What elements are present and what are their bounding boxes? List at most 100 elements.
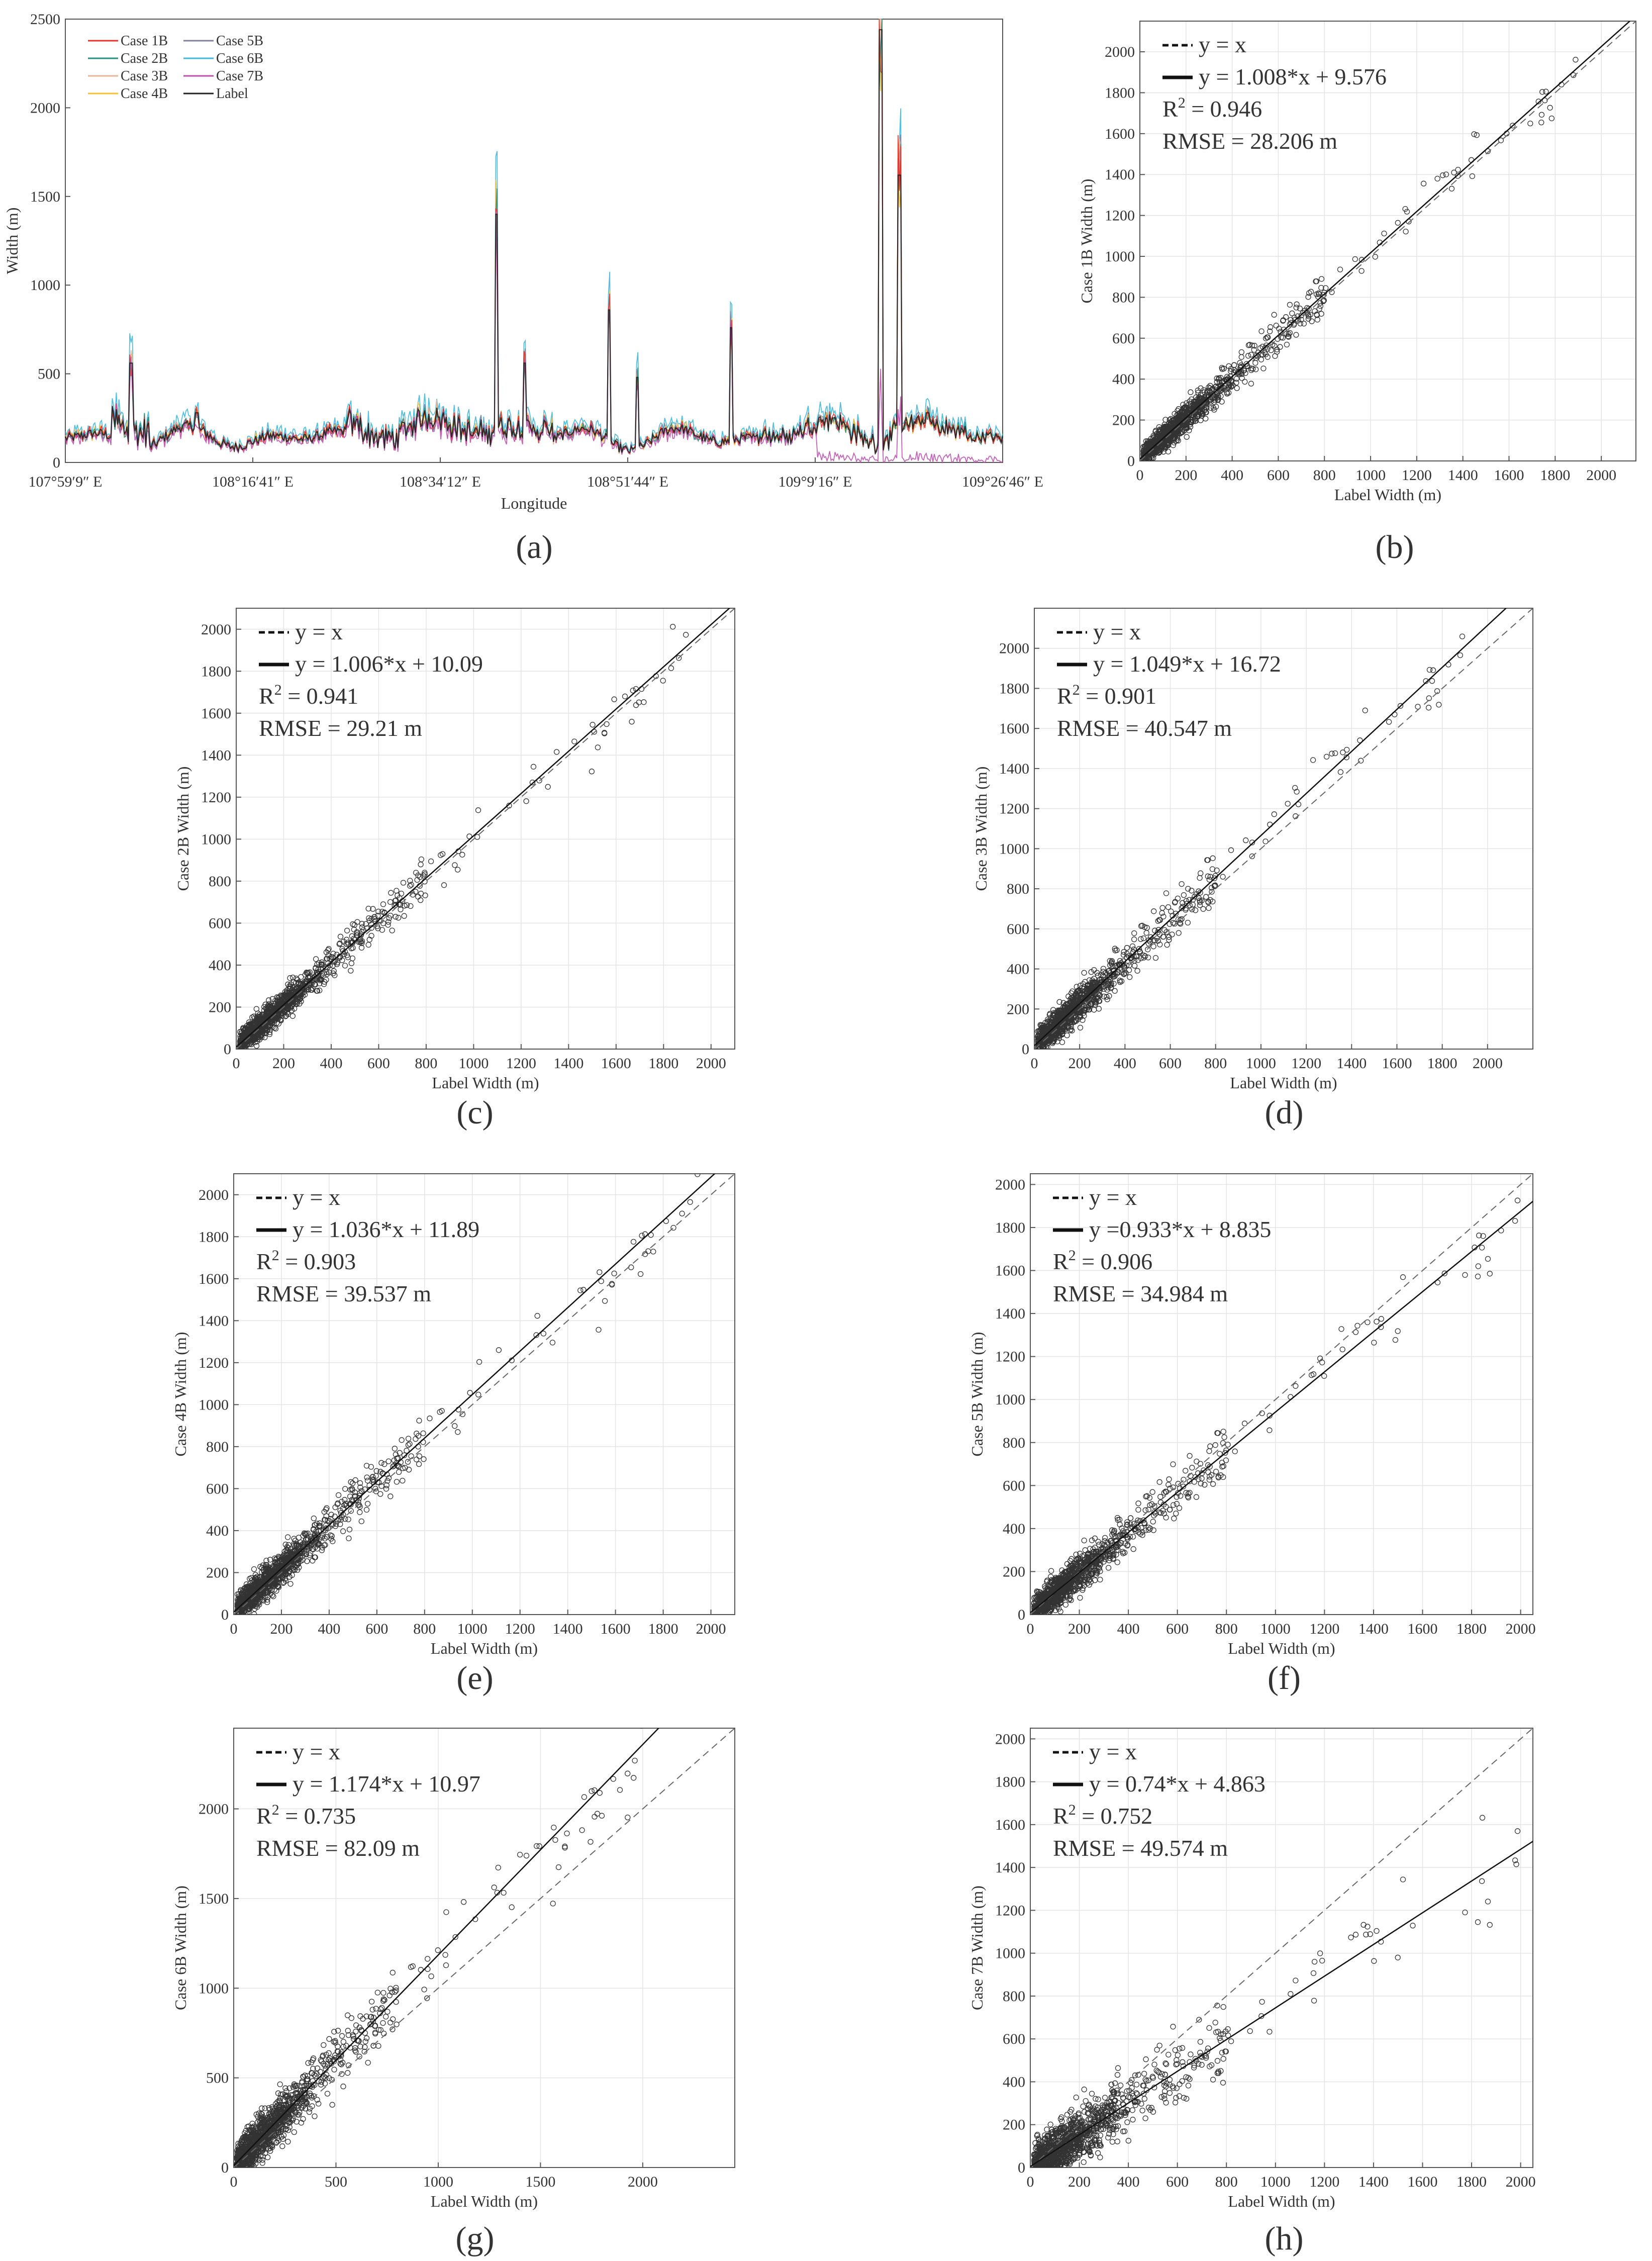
scatter-point [630, 687, 636, 694]
scatter-point [321, 981, 327, 987]
scatter-point [392, 903, 398, 909]
scatter-point [1101, 974, 1107, 980]
scatter-point [1268, 324, 1274, 330]
scatter-point [408, 903, 414, 909]
scatter-point [642, 1251, 648, 1257]
scatter-point [1271, 811, 1277, 817]
x-tick-label: 1800 [1456, 1621, 1487, 1637]
scatter-point [1265, 346, 1271, 352]
scatter-point [1100, 984, 1106, 990]
scatter-point [1185, 886, 1191, 892]
scatter-point [385, 1458, 392, 1464]
scatter-point [399, 1437, 405, 1443]
scatter-point [1090, 979, 1096, 985]
scatter-point [1189, 888, 1195, 894]
scatter-point [1087, 1001, 1093, 1007]
y-tick-label: 2000 [1105, 44, 1135, 60]
x-tick-label: 200 [1068, 1055, 1091, 1072]
scatter-point [236, 1604, 242, 1610]
x-tick-label: 1600 [601, 1621, 631, 1637]
scatter-point [1276, 326, 1282, 332]
scatter-point [328, 1536, 334, 1542]
scatter-point [1224, 373, 1230, 380]
fit-line [1140, 21, 1631, 460]
scatter-point [385, 919, 392, 925]
scatter-point [243, 1593, 249, 1599]
scatter-point [327, 956, 333, 962]
y-axis-title: Case 4B Width (m) [171, 1332, 189, 1457]
scatter-point [236, 1593, 242, 1599]
scatter-point [387, 912, 394, 919]
scatter-point [1138, 955, 1144, 961]
scatter-point [381, 1461, 387, 1467]
scatter-point [264, 1009, 270, 1015]
x-tick-label: 600 [365, 1621, 388, 1637]
scatter-point [263, 1557, 269, 1564]
scatter-point [303, 1551, 309, 1558]
scatter-point [1108, 984, 1114, 990]
scatter-point [1152, 1511, 1158, 1517]
scatter-point [1043, 1032, 1049, 1039]
scatter-point [1262, 838, 1269, 844]
scatter-points [1035, 633, 1466, 1049]
scatter-point [1448, 185, 1455, 192]
scatter-point [387, 899, 394, 905]
scatter-point [682, 1160, 687, 1165]
x-tick-label: 1400 [1336, 1055, 1367, 1072]
scatter-point [1174, 438, 1180, 444]
x-tick-label: 1000 [1246, 1055, 1276, 1072]
scatter-point [1498, 137, 1504, 143]
scatter-point [1222, 383, 1228, 389]
scatter-point [1287, 330, 1293, 336]
scatter-point [1055, 1010, 1061, 1016]
y-tick-label: 600 [1112, 330, 1135, 347]
panel-c: 0 200 400 600 800 1000 1200 1400 1600 1800 2000020… [174, 608, 735, 1131]
scatter-point [676, 655, 682, 661]
scatter-point [1209, 889, 1215, 895]
scatter-point [1343, 755, 1349, 761]
scatter-point [1198, 395, 1205, 401]
scatter-point [1340, 749, 1346, 756]
scatter-point [287, 1558, 293, 1564]
scatter-point [1249, 342, 1255, 348]
scatter-point [1082, 994, 1088, 1001]
scatter-point [1245, 342, 1252, 348]
scatter-point [1284, 331, 1290, 337]
scatter-point [315, 1541, 321, 1547]
scatter-point [475, 807, 481, 813]
scatter-point [258, 1016, 264, 1022]
rmse-label: RMSE = 40.547 m [1057, 715, 1232, 741]
scatter-point [308, 1538, 314, 1544]
series-line-case-1b [65, 19, 1003, 455]
y-tick-label: 600 [206, 1480, 229, 1497]
scatter-point [266, 1585, 272, 1592]
y-tick-label: 400 [209, 957, 231, 974]
scatter-point [1041, 1033, 1047, 1040]
scatter-point [288, 1007, 295, 1013]
scatter-point [1436, 702, 1442, 708]
y-tick-label: 800 [1003, 1435, 1025, 1451]
x-tick-label: 1400 [1358, 1621, 1389, 1637]
scatter-point [1286, 331, 1292, 337]
y-axis-title: Case 2B Width (m) [174, 767, 192, 891]
scatter-point [1060, 1007, 1066, 1013]
scatter-point [1441, 1270, 1447, 1276]
x-tick-label: 1800 [648, 1621, 678, 1637]
scatter-point [1201, 387, 1207, 393]
x-tick-label: 600 [367, 1055, 390, 1072]
scatter-point [1274, 349, 1280, 355]
scatter-point [1404, 209, 1410, 215]
scatter-point [346, 1535, 352, 1542]
scatter-point [1143, 930, 1149, 936]
scatter-point [256, 1580, 262, 1586]
scatter-point [1080, 981, 1086, 987]
x-tick-label: 1600 [601, 1055, 631, 1072]
y-tick-label: 1000 [1105, 248, 1135, 265]
scatter-point [1184, 434, 1190, 440]
scatter-point [1146, 937, 1152, 944]
scatter-point [1471, 131, 1477, 137]
scatter-point [1397, 703, 1404, 709]
r-squared-label: R2 = 0.903 [256, 1247, 356, 1274]
scatter-point [314, 961, 320, 968]
scatter-point [1050, 1038, 1057, 1044]
